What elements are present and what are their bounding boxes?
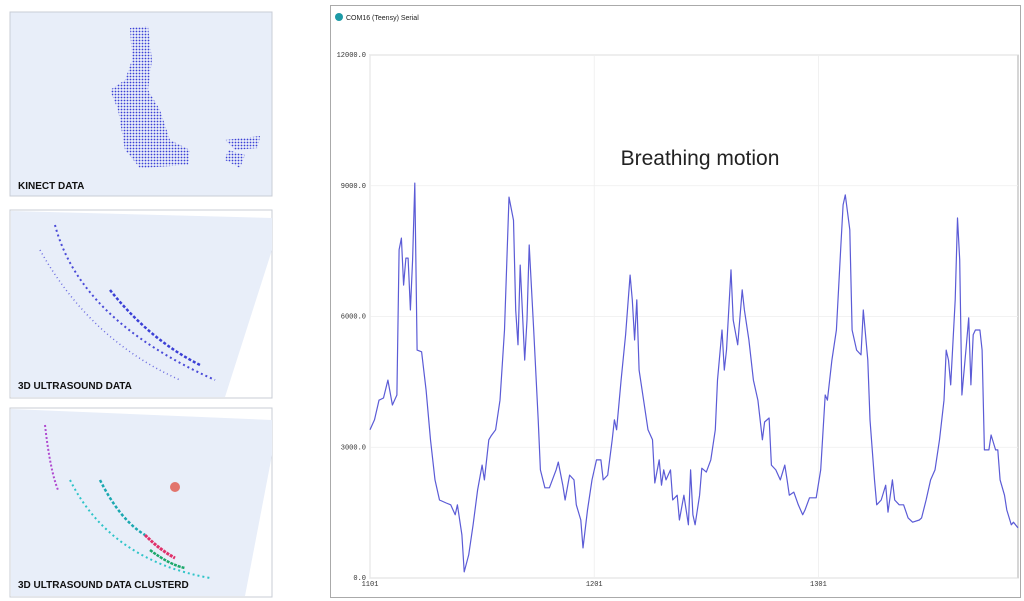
x-tick-label: 1301	[810, 581, 827, 589]
panel-label: 3D ULTRASOUND DATA	[18, 381, 132, 392]
cluster	[170, 482, 180, 492]
cluster-panel: 3D ULTRASOUND DATA CLUSTERD	[9, 407, 273, 598]
echo	[109, 289, 201, 367]
y-tick-label: 6000.0	[341, 314, 366, 322]
point-cloud	[110, 26, 190, 168]
cluster	[149, 548, 186, 570]
y-tick-label: 9000.0	[341, 183, 366, 191]
window-title: COM16 (Teensy) Serial	[346, 15, 419, 22]
echo	[39, 249, 181, 381]
scan-area	[11, 409, 272, 596]
x-tick-label: 1101	[362, 581, 379, 589]
scan-area	[11, 211, 272, 397]
y-tick-label: 12000.0	[337, 52, 366, 60]
y-tick-label: 0.0	[353, 575, 366, 583]
panel-label: 3D ULTRASOUND DATA CLUSTERD	[18, 580, 189, 591]
cluster	[143, 533, 176, 560]
app-icon	[335, 13, 343, 21]
annotation: Breathing motion	[621, 147, 780, 170]
data-line	[369, 182, 1019, 573]
cluster	[69, 479, 211, 579]
point-cloud	[225, 136, 260, 168]
x-tick-label: 1201	[586, 581, 603, 589]
kinect-panel: KINECT DATA	[9, 11, 273, 197]
window-frame	[330, 5, 1021, 598]
panel-label: KINECT DATA	[18, 181, 84, 192]
plotter-window: COM16 (Teensy) Serial Breathing motion	[330, 5, 1021, 598]
cluster	[98, 479, 146, 537]
cluster	[44, 424, 59, 491]
y-tick-label: 3000.0	[341, 444, 366, 452]
ultrasound-panel: 3D ULTRASOUND DATA	[9, 209, 273, 399]
